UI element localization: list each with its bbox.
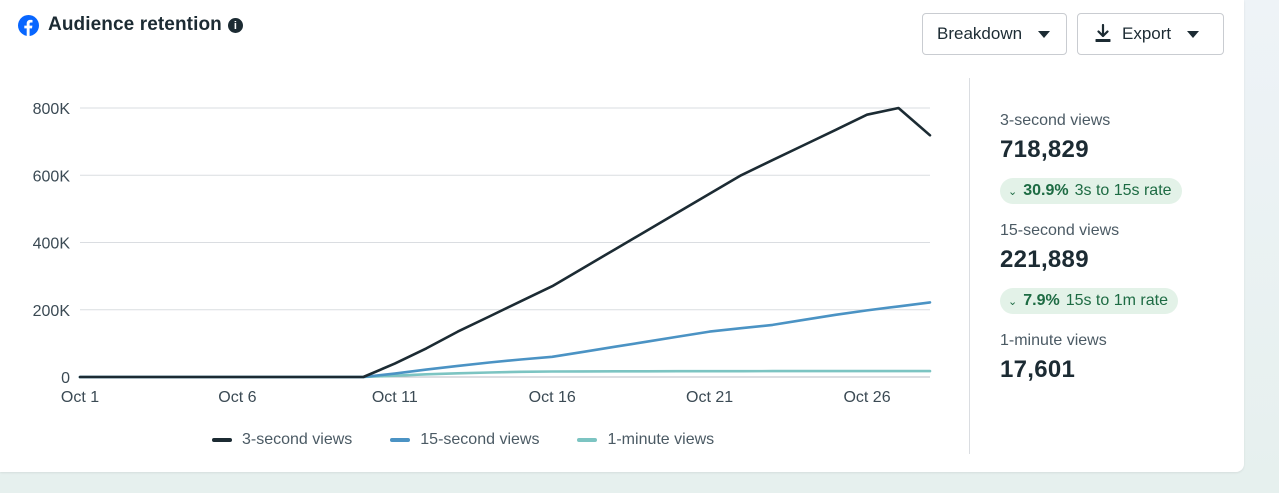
- legend-item-15-second[interactable]: 15-second views: [390, 431, 539, 449]
- download-icon: [1095, 24, 1111, 42]
- metric-value-1-minute: 17,601: [1000, 356, 1076, 383]
- legend-swatch: [212, 438, 232, 442]
- x-tick-label: Oct 11: [372, 389, 418, 406]
- retention-chart: 0 200K 400K 600K 800K Oct 1 Oct 6 Oct 11 Oct 16 O…: [0, 80, 960, 425]
- legend-swatch: [577, 438, 598, 442]
- rate-label: 3s to 15s rate: [1074, 182, 1172, 199]
- page-title: Audience retention: [48, 14, 222, 35]
- legend-label: 1-minute views: [607, 431, 715, 448]
- series-line-1: [78, 301, 932, 379]
- legend-item-1-minute[interactable]: 1-minute views: [577, 431, 714, 449]
- x-tick-label: Oct 1: [61, 389, 99, 406]
- breakdown-label: Breakdown: [937, 24, 1023, 43]
- y-tick-label: 400K: [33, 236, 71, 253]
- chevron-down-icon: [1038, 30, 1051, 38]
- export-label: Export: [1122, 24, 1172, 43]
- divider: [969, 78, 970, 454]
- breakdown-button[interactable]: Breakdown: [922, 13, 1067, 55]
- metric-value-15-second: 221,889: [1000, 246, 1089, 273]
- legend-item-3-second[interactable]: 3-second views: [212, 431, 352, 449]
- x-tick-label: Oct 6: [218, 389, 256, 406]
- chevron-down-icon: ⌄: [1008, 295, 1018, 308]
- rate-badge-3s-15s: ⌄ 30.9% 3s to 15s rate: [1000, 178, 1182, 204]
- rate-percent: 7.9%: [1023, 292, 1060, 309]
- chart-svg: 0 200K 400K 600K 800K Oct 1 Oct 6 Oct 11 Oct 16 O…: [33, 101, 932, 406]
- rate-percent: 30.9%: [1023, 182, 1069, 199]
- card-header: Audience retention i: [18, 14, 243, 36]
- audience-retention-card: Audience retention i Breakdown Export 0 2…: [0, 13, 1224, 454]
- y-tick-label: 800K: [33, 101, 71, 118]
- export-button[interactable]: Export: [1077, 13, 1224, 55]
- chart-legend: 3-second views 15-second views 1-minute …: [212, 431, 714, 449]
- legend-label: 15-second views: [420, 431, 540, 448]
- x-tick-label: Oct 16: [529, 389, 576, 406]
- rate-badge-15s-1m: ⌄ 7.9% 15s to 1m rate: [1000, 288, 1178, 314]
- y-tick-label: 200K: [33, 303, 71, 320]
- y-tick-label: 600K: [33, 168, 71, 185]
- metric-label-3-second: 3-second views: [1000, 112, 1111, 129]
- metric-label-1-minute: 1-minute views: [1000, 332, 1107, 349]
- y-tick-label: 0: [61, 370, 70, 387]
- chevron-down-icon: [1187, 30, 1200, 38]
- metrics-panel: 3-second views 718,829 ⌄ 30.9% 3s to 15s…: [1000, 112, 1220, 398]
- x-tick-label: Oct 26: [843, 389, 890, 406]
- metric-label-15-second: 15-second views: [1000, 222, 1120, 239]
- legend-swatch: [390, 438, 411, 442]
- legend-label: 3-second views: [242, 431, 353, 448]
- chevron-down-icon: ⌄: [1008, 185, 1018, 198]
- rate-label: 15s to 1m rate: [1065, 292, 1168, 309]
- metric-value-3-second: 718,829: [1000, 136, 1089, 163]
- x-tick-label: Oct 21: [686, 389, 733, 406]
- facebook-icon: [18, 14, 39, 36]
- series-line-0: [78, 106, 932, 379]
- info-icon[interactable]: i: [227, 18, 243, 33]
